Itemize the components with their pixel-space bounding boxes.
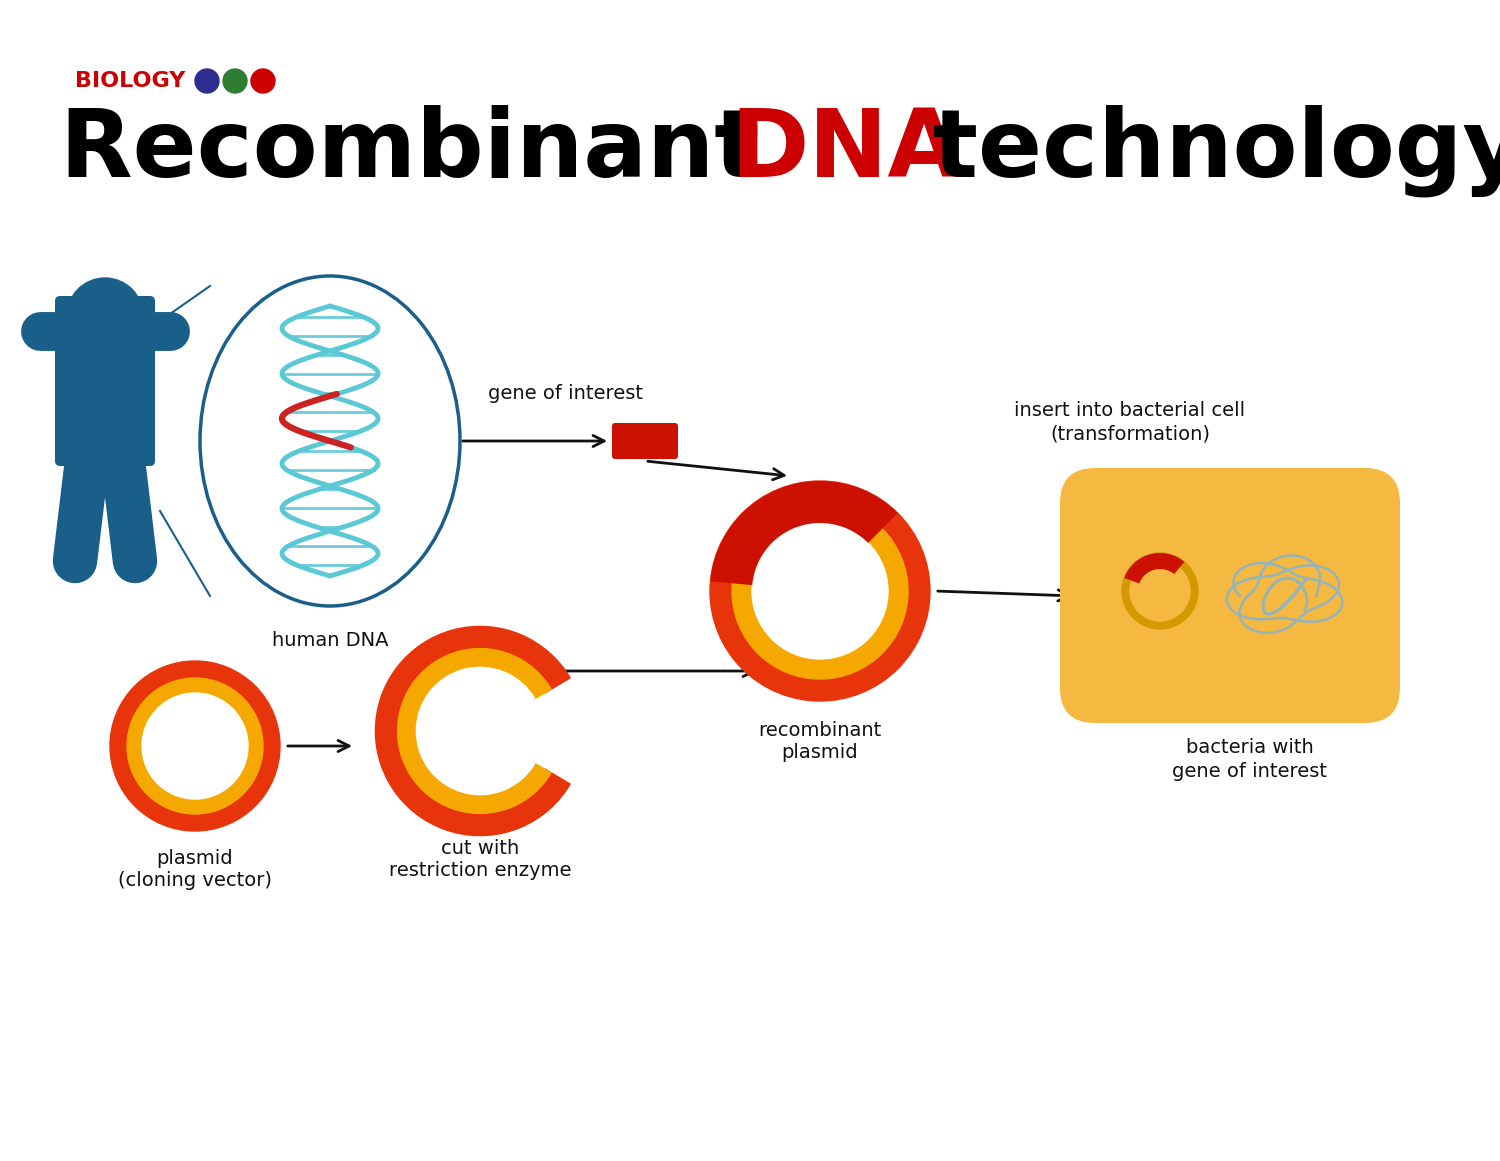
Text: cut with: cut with — [441, 839, 519, 858]
Circle shape — [1138, 569, 1182, 613]
Text: BIOLOGY: BIOLOGY — [75, 71, 186, 91]
Text: DNA: DNA — [730, 104, 960, 197]
Text: gene of interest: gene of interest — [488, 384, 642, 403]
Circle shape — [710, 481, 930, 701]
Circle shape — [128, 678, 262, 814]
Text: plasmid: plasmid — [156, 849, 234, 868]
Circle shape — [68, 277, 142, 354]
Circle shape — [110, 661, 280, 831]
Text: restriction enzyme: restriction enzyme — [388, 861, 572, 880]
Text: gene of interest: gene of interest — [1173, 762, 1328, 781]
Text: insert into bacterial cell: insert into bacterial cell — [1014, 401, 1245, 420]
Circle shape — [752, 522, 888, 659]
Text: recombinant: recombinant — [759, 721, 882, 740]
Circle shape — [1122, 553, 1198, 629]
Text: bacteria with: bacteria with — [1186, 738, 1314, 757]
Polygon shape — [1125, 553, 1185, 584]
Text: (cloning vector): (cloning vector) — [118, 871, 272, 890]
Circle shape — [195, 68, 219, 93]
FancyBboxPatch shape — [56, 296, 154, 466]
Circle shape — [251, 68, 274, 93]
FancyBboxPatch shape — [612, 423, 678, 459]
Text: Recombinant: Recombinant — [60, 104, 792, 197]
Text: human DNA: human DNA — [272, 630, 388, 650]
Polygon shape — [711, 481, 898, 585]
Text: plasmid: plasmid — [782, 743, 858, 762]
Text: technology: technology — [900, 104, 1500, 197]
FancyBboxPatch shape — [1060, 468, 1400, 723]
Text: (transformation): (transformation) — [1050, 425, 1211, 444]
Circle shape — [732, 503, 908, 679]
Circle shape — [1130, 561, 1190, 621]
Circle shape — [224, 68, 248, 93]
Circle shape — [142, 693, 248, 799]
